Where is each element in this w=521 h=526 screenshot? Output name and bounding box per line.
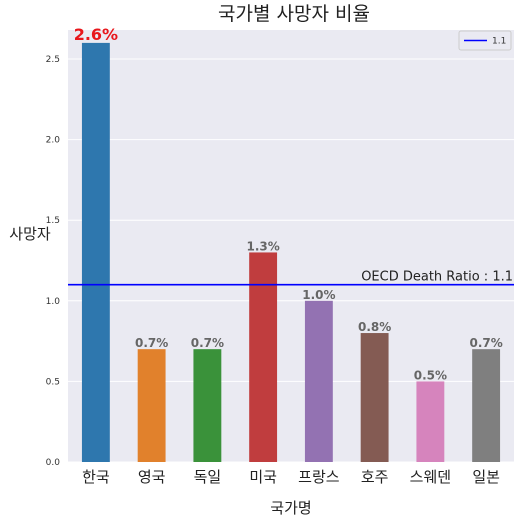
bar-4 [304,300,333,462]
x-tick-label: 스웨덴 [410,468,451,486]
bar-6 [416,381,445,462]
x-tick-label: 프랑스 [298,468,340,486]
bar-0 [81,42,110,463]
legend: 1.1 [458,30,512,51]
reference-line-label: OECD Death Ratio : 1.1 [361,270,513,285]
y-tick-labels: 0.0 0.5 1.0 1.5 2.0 2.5 [46,55,61,468]
x-tick-label: 일본 [472,468,500,486]
bar-1 [137,349,166,462]
x-tick-label: 한국 [82,468,110,486]
bar-7 [472,349,501,462]
y-axis-label: 사망자 [9,225,51,243]
data-labels: 2.6% 0.7% 0.7% 1.3% 1.0% 0.8% 0.5% 0.7% [74,25,503,383]
bar-series [81,42,501,463]
data-label: 1.0% [302,288,335,302]
bar-2 [193,349,222,462]
data-label: 1.3% [246,239,279,253]
x-axis-label: 국가명 [270,499,311,517]
data-label: 0.7% [469,336,502,350]
y-tick-label: 0.0 [46,458,61,468]
plot-area [68,30,514,462]
bar-3 [249,252,278,462]
chart-title: 국가별 사망자 비율 [218,3,370,25]
y-tick-label: 1.5 [46,216,60,226]
x-tick-label: 미국 [249,468,277,486]
data-label: 0.8% [358,320,391,334]
x-tick-label: 호주 [361,468,389,486]
legend-label: 1.1 [492,37,506,47]
x-tick-labels: 한국 영국 독일 미국 프랑스 호주 스웨덴 일본 [82,468,500,486]
y-tick-label: 2.5 [46,55,60,65]
data-label: 0.7% [135,336,168,350]
x-tick-label: 영국 [138,468,166,486]
data-label: 2.6% [74,25,118,44]
data-label: 0.7% [191,336,224,350]
y-tick-label: 0.5 [46,377,60,387]
bar-5 [360,333,389,462]
x-tick-label: 독일 [194,468,222,486]
y-tick-label: 2.0 [46,136,61,146]
data-label: 0.5% [414,368,447,382]
y-tick-label: 1.0 [46,297,61,307]
